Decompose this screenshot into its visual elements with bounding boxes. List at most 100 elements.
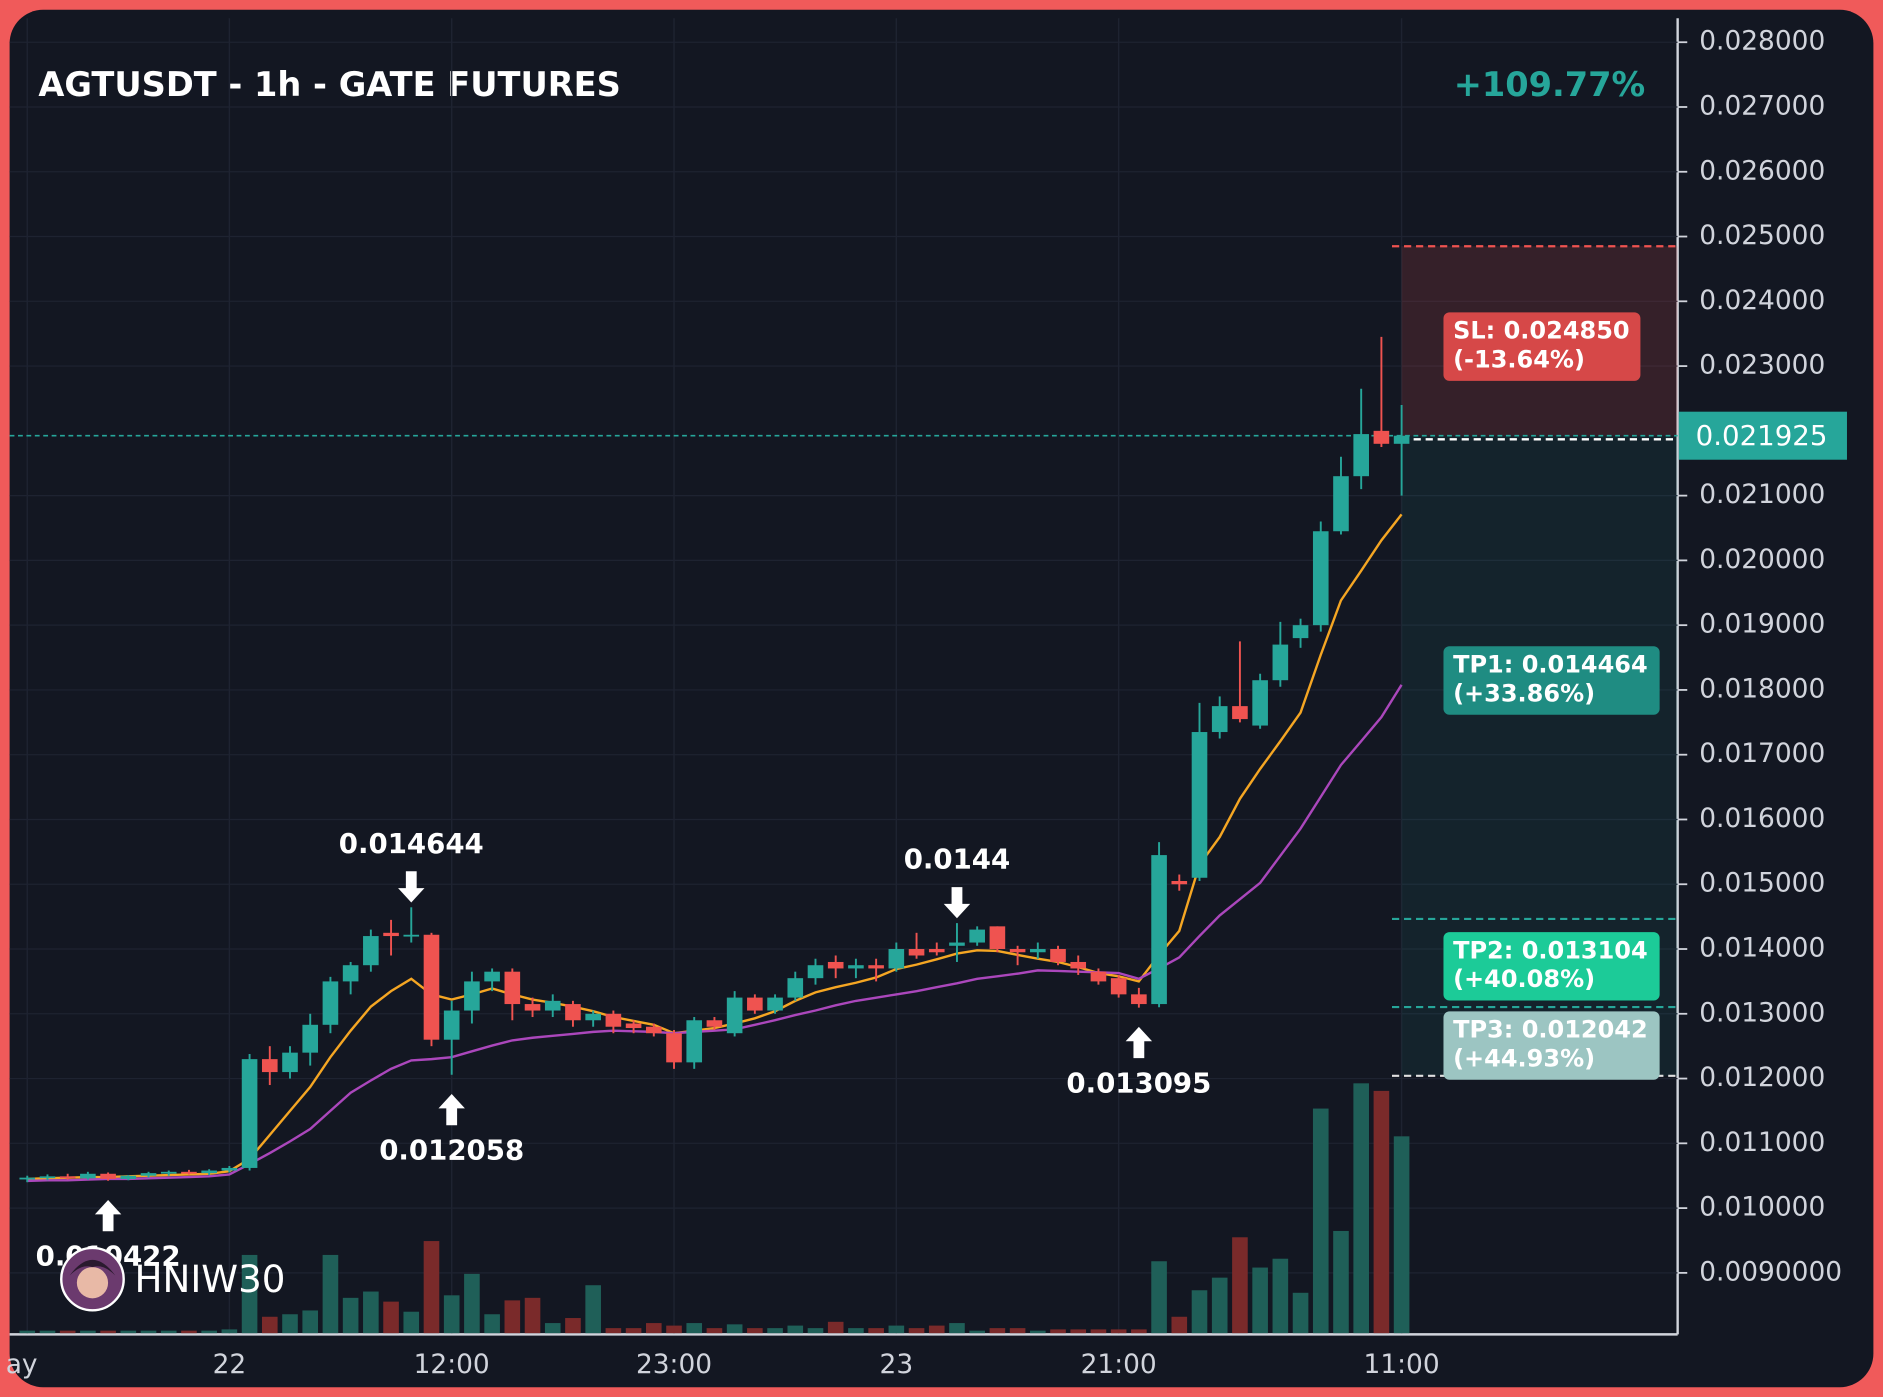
candle-body (181, 1171, 197, 1174)
volume-bar (1312, 1108, 1329, 1334)
y-tick-label: 0.025000 (1699, 220, 1825, 251)
y-tick-label: 0.011000 (1699, 1127, 1825, 1158)
volume-bar (140, 1330, 157, 1334)
x-tick-label: 11:00 (1364, 1349, 1440, 1380)
candle-body (908, 949, 925, 956)
candle-body (1252, 680, 1268, 726)
candle-body (706, 1020, 723, 1027)
candle-body (19, 1177, 36, 1180)
candle-body (100, 1173, 116, 1179)
candle-body (969, 929, 985, 943)
candle-body (645, 1026, 662, 1034)
candle-body (484, 971, 500, 982)
avatar-face (76, 1267, 109, 1299)
volume-bar (1333, 1230, 1349, 1334)
candle-body (383, 932, 399, 937)
volume-bar (747, 1328, 763, 1334)
y-tick-label: 0.015000 (1699, 868, 1825, 899)
volume-bar (807, 1328, 824, 1334)
volume-bar (706, 1328, 723, 1334)
chart-title: AGTUSDT - 1h - GATE FUTURES (38, 65, 620, 104)
level-text: TP3: 0.012042 (1453, 1016, 1648, 1044)
volume-bar (302, 1310, 319, 1334)
level-text: SL: 0.024850 (1453, 317, 1630, 345)
volume-bar (403, 1311, 420, 1334)
volume (19, 1083, 1410, 1334)
candle-body (261, 1059, 278, 1073)
candle-body (342, 965, 359, 982)
volume-bar (1393, 1136, 1410, 1334)
signal-arrow (398, 871, 425, 903)
candle-body (807, 965, 824, 979)
y-tick-label: 0.017000 (1699, 738, 1825, 769)
volume-bar (1232, 1237, 1248, 1334)
level-pct: (+40.08%) (1453, 965, 1595, 993)
y-tick-label: 0.028000 (1699, 26, 1825, 57)
candle-body (1131, 994, 1147, 1005)
candle-body (140, 1173, 157, 1176)
volume-bar (322, 1254, 339, 1334)
y-tick-label: 0.0090000 (1699, 1256, 1842, 1287)
candle-body (39, 1176, 56, 1179)
background (9, 9, 1874, 1388)
candle-body (848, 965, 864, 969)
level-pct: (+44.93%) (1453, 1044, 1595, 1072)
levels: SL: 0.024850(-13.64%) TP1: 0.014464(+33.8… (1392, 245, 1678, 1080)
volume-bar (484, 1314, 500, 1334)
signal-label: 0.013095 (1066, 1066, 1211, 1099)
level-box (1443, 932, 1660, 1001)
y-tick-label: 0.023000 (1699, 350, 1825, 381)
y-tick-label: 0.014000 (1699, 933, 1825, 964)
candle-body (949, 942, 965, 946)
volume-bar (645, 1323, 662, 1334)
candle-body (1353, 434, 1369, 477)
volume-bar (221, 1329, 238, 1334)
candle-body (888, 949, 905, 969)
candle-body (726, 997, 743, 1034)
volume-bar (908, 1328, 925, 1334)
candle-body (787, 978, 804, 998)
volume-bar (524, 1297, 541, 1334)
candle-body (1070, 961, 1087, 969)
volume-bar (1110, 1329, 1127, 1334)
price-tag-label: 0.021925 (1696, 419, 1828, 452)
volume-bar (1252, 1267, 1268, 1334)
candle-body (1333, 476, 1349, 532)
volume-bar (181, 1330, 197, 1334)
level-pct: (+33.86%) (1453, 679, 1595, 707)
volume-bar (342, 1297, 359, 1334)
volume-bar (39, 1330, 56, 1334)
candle-body (605, 1013, 622, 1027)
candle-body (322, 981, 339, 1025)
signal-arrow (94, 1199, 122, 1232)
y-tick-label: 0.016000 (1699, 803, 1825, 834)
x-tick-label: 22 (213, 1349, 247, 1380)
candle-body (1312, 531, 1329, 626)
watermark: HNIW30 (60, 1246, 286, 1312)
volume-bar (1151, 1261, 1167, 1334)
candle-body (928, 949, 945, 953)
volume-bar (1292, 1292, 1309, 1334)
signal-arrow (1125, 1026, 1153, 1059)
volume-bar (464, 1273, 480, 1334)
candle-body (423, 934, 440, 1040)
candle-body (241, 1059, 258, 1168)
level-text: TP1: 0.014464 (1453, 650, 1648, 678)
candle-body (989, 926, 1006, 950)
volume-bar (241, 1254, 258, 1334)
volume-bar (1050, 1329, 1066, 1334)
volume-bar (605, 1328, 622, 1334)
volume-bar (383, 1301, 399, 1334)
y-tick-label: 0.018000 (1699, 673, 1825, 704)
watermark-text: HNIW30 (135, 1257, 286, 1301)
price-tag: 0.021925 (1678, 411, 1847, 460)
volume-bar (120, 1330, 137, 1334)
y-tick-label: 0.019000 (1699, 609, 1825, 640)
volume-bar (565, 1318, 581, 1334)
volume-bar (625, 1328, 642, 1334)
candle-body (221, 1167, 238, 1171)
signal-label: 0.0144 (904, 843, 1011, 876)
candle-body (160, 1171, 177, 1174)
y-tick-label: 0.013000 (1699, 997, 1825, 1028)
